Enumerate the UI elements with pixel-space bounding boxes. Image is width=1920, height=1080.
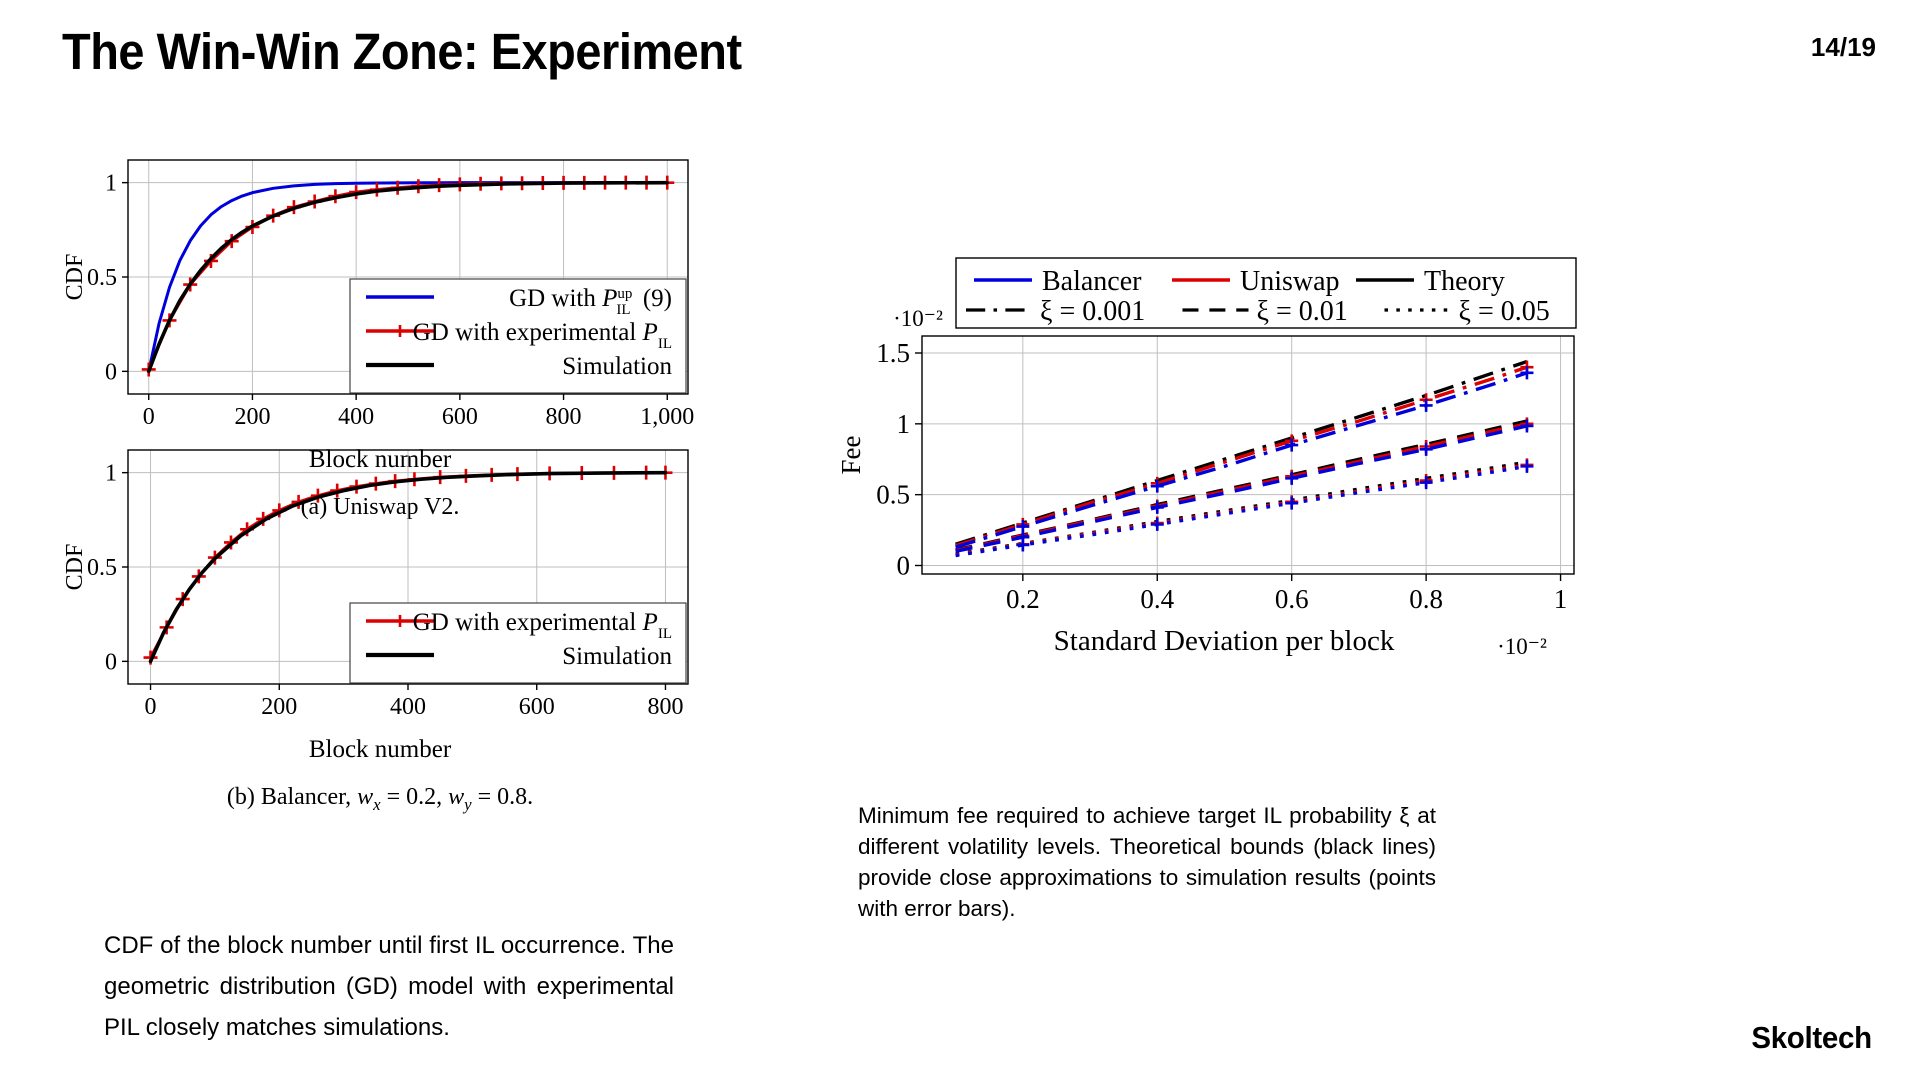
svg-text:1: 1 [1554,584,1568,614]
svg-text:200: 200 [261,694,297,720]
svg-text:Simulation: Simulation [562,643,672,670]
right-description-text: Minimum fee required to achieve target I… [858,803,1436,921]
figure-cdf-balancer: 0 200 400 600 800 0 0.5 1 CDF GD with experimenta… [60,430,700,815]
svg-text:ξ = 0.01: ξ = 0.01 [1257,296,1348,327]
svg-text:Balancer: Balancer [1042,266,1142,297]
svg-text:Standard Deviation per block: Standard Deviation per block [1054,625,1395,657]
svg-text:Simulation: Simulation [562,353,672,380]
svg-text:0.5: 0.5 [876,480,910,510]
svg-text:1: 1 [105,171,117,197]
svg-text:1,000: 1,000 [640,404,694,430]
svg-text:600: 600 [442,404,478,430]
svg-text:1: 1 [105,461,117,487]
chart-cdf-balancer: 0 200 400 600 800 0 0.5 1 CDF GD with experimenta… [62,449,689,720]
x-axis-label-b: Block number [308,736,452,763]
svg-text:·10⁻²: ·10⁻² [1497,634,1547,659]
caption-b-wy-val: = 0.8. [477,784,534,810]
svg-text:·10⁻²: ·10⁻² [893,306,943,331]
caption-b-wy-sub: y [464,794,472,814]
svg-text:0: 0 [105,649,117,675]
svg-text:GD with experimental PIL: GD with experimental PIL [413,319,672,352]
skoltech-logo: Skoltech [1751,1020,1873,1055]
svg-text:400: 400 [338,404,374,430]
svg-text:0.8: 0.8 [1409,584,1443,614]
svg-text:0: 0 [143,404,155,430]
svg-text:0: 0 [105,359,117,385]
svg-text:0.6: 0.6 [1275,584,1309,614]
subfigure-caption-b: (b) Balancer, wx = 0.2, wy = 0.8. [60,784,700,815]
chart-fee-vs-sigma: 0.2 0.4 0.6 0.8 1 0 0.5 1 1.5 ·10⁻² Fee Standard De… [836,257,1577,659]
svg-text:1: 1 [897,409,911,439]
chart-cdf-uniswap: 0 200 400 600 800 1,000 0 0.5 1 CDF GD with Pup IL … [62,159,694,430]
svg-text:800: 800 [546,404,582,430]
svg-text:Theory: Theory [1424,266,1505,297]
caption-b-wx-val: = 0.2, [386,784,443,810]
svg-text:200: 200 [234,404,270,430]
left-column: 0 200 400 600 800 1,000 0 0.5 1 CDF GD with Pup IL … [0,0,860,1080]
svg-text:1.5: 1.5 [876,338,910,368]
svg-text:CDF: CDF [62,254,88,301]
svg-text:CDF: CDF [62,544,88,591]
svg-text:800: 800 [647,694,683,720]
svg-text:ξ = 0.001: ξ = 0.001 [1040,296,1145,327]
svg-text:ξ = 0.05: ξ = 0.05 [1459,296,1550,327]
svg-text:600: 600 [519,694,555,720]
svg-text:0: 0 [897,551,911,581]
svg-text:Fee: Fee [836,435,866,474]
svg-text:0.5: 0.5 [87,555,117,581]
page-title: The Win-Win Zone: Experiment [62,23,742,80]
figure-fee-vs-sigma: 0.2 0.4 0.6 0.8 1 0 0.5 1 1.5 ·10⁻² Fee Standard De… [830,250,1590,670]
svg-text:GD with experimental PIL: GD with experimental PIL [413,609,672,642]
caption-b-wx-sub: x [373,794,381,814]
caption-b-wy: w [448,784,465,810]
subfigure-caption-a: (a) Uniswap V2. [300,494,460,520]
page-number: 14/19 [1810,32,1876,62]
left-description-text: CDF of the block number until first IL o… [104,932,674,1041]
caption-b-prefix: (b) Balancer, [226,784,352,810]
figure-cdf-uniswap: 0 200 400 600 800 1,000 0 0.5 1 CDF GD with Pup IL … [60,140,700,521]
svg-text:Uniswap: Uniswap [1240,266,1340,297]
svg-text:0.4: 0.4 [1140,584,1174,614]
svg-text:0.2: 0.2 [1006,584,1040,614]
svg-text:400: 400 [390,694,426,720]
caption-b-wx: w [357,784,374,810]
svg-text:0.5: 0.5 [87,265,117,291]
svg-text:0: 0 [145,694,157,720]
